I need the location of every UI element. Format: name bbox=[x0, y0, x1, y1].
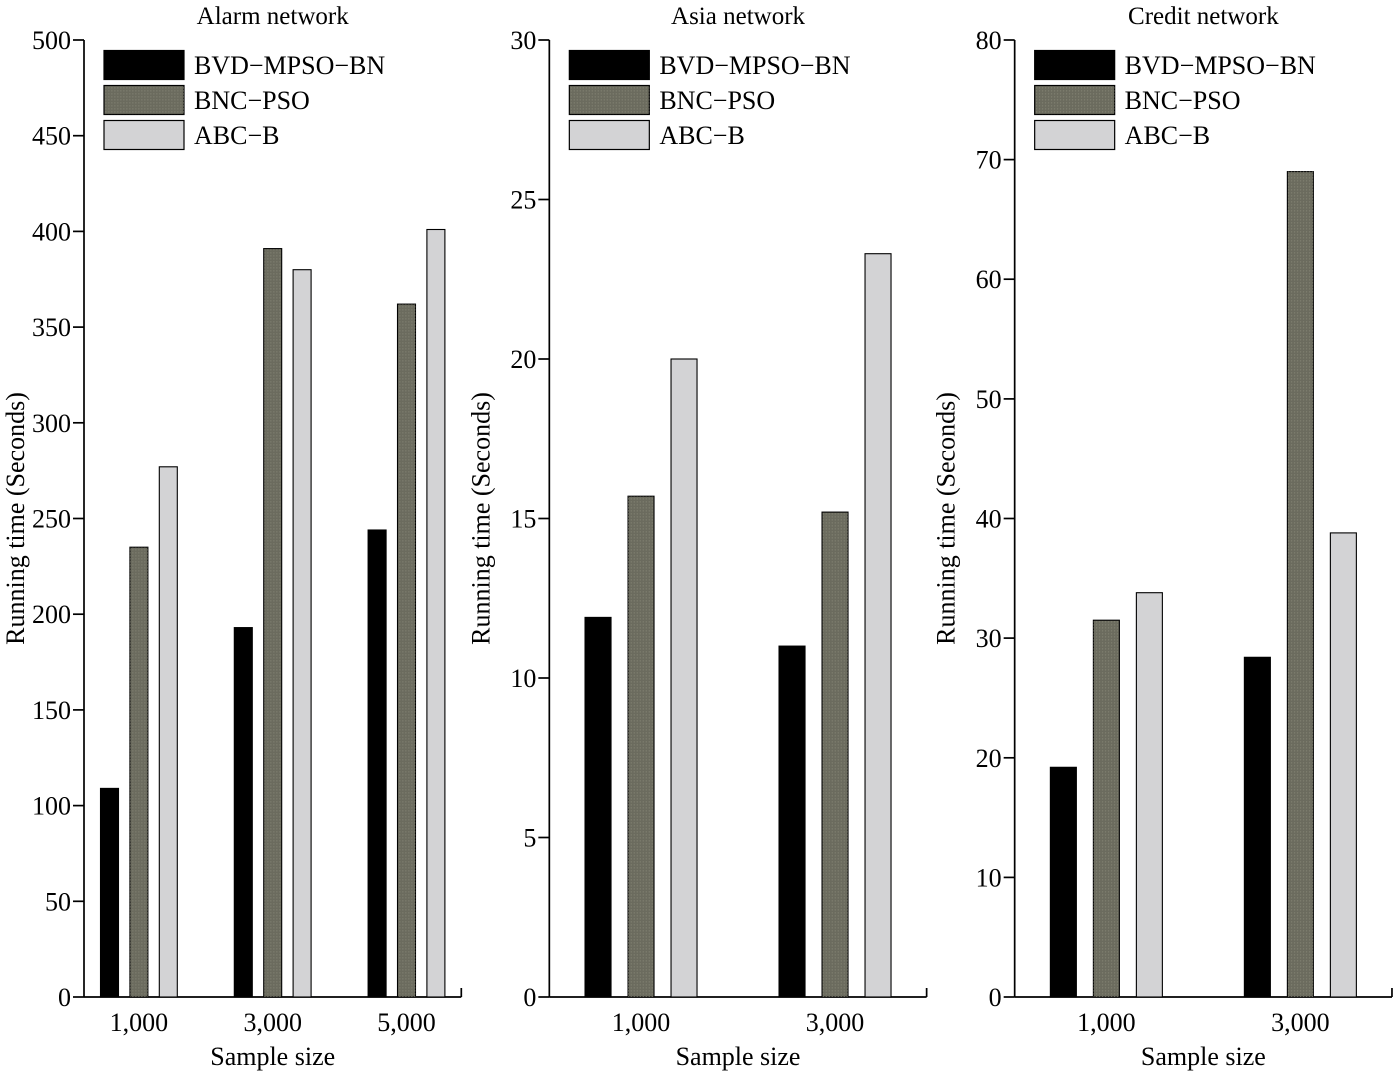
svg-text:100: 100 bbox=[32, 792, 71, 821]
svg-text:BVD−MPSO−BN: BVD−MPSO−BN bbox=[194, 51, 385, 80]
svg-text:200: 200 bbox=[32, 600, 71, 629]
svg-text:500: 500 bbox=[32, 26, 71, 55]
svg-text:350: 350 bbox=[32, 313, 71, 342]
svg-text:BVD−MPSO−BN: BVD−MPSO−BN bbox=[1125, 51, 1316, 80]
svg-text:3,000: 3,000 bbox=[243, 1008, 302, 1037]
svg-text:1,000: 1,000 bbox=[110, 1008, 169, 1037]
svg-text:Sample size: Sample size bbox=[676, 1042, 801, 1071]
svg-text:Asia network: Asia network bbox=[671, 3, 805, 30]
svg-text:Credit network: Credit network bbox=[1128, 3, 1279, 30]
svg-text:3,000: 3,000 bbox=[1271, 1008, 1330, 1037]
svg-text:BNC−PSO: BNC−PSO bbox=[659, 86, 775, 115]
svg-text:250: 250 bbox=[32, 505, 71, 534]
svg-text:1,000: 1,000 bbox=[612, 1008, 671, 1037]
svg-text:Sample size: Sample size bbox=[210, 1042, 335, 1071]
svg-text:0: 0 bbox=[523, 983, 536, 1012]
svg-text:20: 20 bbox=[976, 744, 1002, 773]
svg-text:10: 10 bbox=[976, 863, 1002, 892]
svg-text:50: 50 bbox=[976, 385, 1002, 414]
svg-text:Running time (Seconds): Running time (Seconds) bbox=[932, 392, 961, 645]
svg-text:50: 50 bbox=[45, 887, 71, 916]
svg-text:Running time (Seconds): Running time (Seconds) bbox=[466, 392, 495, 645]
svg-text:ABC−B: ABC−B bbox=[194, 121, 279, 150]
svg-text:10: 10 bbox=[510, 664, 536, 693]
svg-text:80: 80 bbox=[976, 26, 1002, 55]
svg-text:5: 5 bbox=[523, 824, 536, 853]
svg-text:300: 300 bbox=[32, 409, 71, 438]
svg-text:Alarm network: Alarm network bbox=[197, 3, 350, 30]
svg-text:BVD−MPSO−BN: BVD−MPSO−BN bbox=[659, 51, 850, 80]
svg-text:150: 150 bbox=[32, 696, 71, 725]
svg-text:0: 0 bbox=[58, 983, 71, 1012]
svg-text:15: 15 bbox=[510, 505, 536, 534]
svg-text:Sample size: Sample size bbox=[1141, 1042, 1266, 1071]
svg-text:30: 30 bbox=[510, 26, 536, 55]
svg-text:ABC−B: ABC−B bbox=[659, 121, 744, 150]
svg-text:1,000: 1,000 bbox=[1077, 1008, 1136, 1037]
svg-text:450: 450 bbox=[32, 122, 71, 151]
svg-text:ABC−B: ABC−B bbox=[1125, 121, 1210, 150]
svg-text:BNC−PSO: BNC−PSO bbox=[194, 86, 310, 115]
svg-text:30: 30 bbox=[976, 624, 1002, 653]
svg-text:20: 20 bbox=[510, 345, 536, 374]
svg-text:0: 0 bbox=[989, 983, 1002, 1012]
svg-text:Running time (Seconds): Running time (Seconds) bbox=[1, 392, 30, 645]
svg-text:70: 70 bbox=[976, 146, 1002, 175]
svg-text:400: 400 bbox=[32, 217, 71, 246]
svg-text:60: 60 bbox=[976, 265, 1002, 294]
svg-text:BNC−PSO: BNC−PSO bbox=[1125, 86, 1241, 115]
svg-text:3,000: 3,000 bbox=[806, 1008, 865, 1037]
svg-text:5,000: 5,000 bbox=[377, 1008, 436, 1037]
svg-text:25: 25 bbox=[510, 186, 536, 215]
svg-text:40: 40 bbox=[976, 505, 1002, 534]
